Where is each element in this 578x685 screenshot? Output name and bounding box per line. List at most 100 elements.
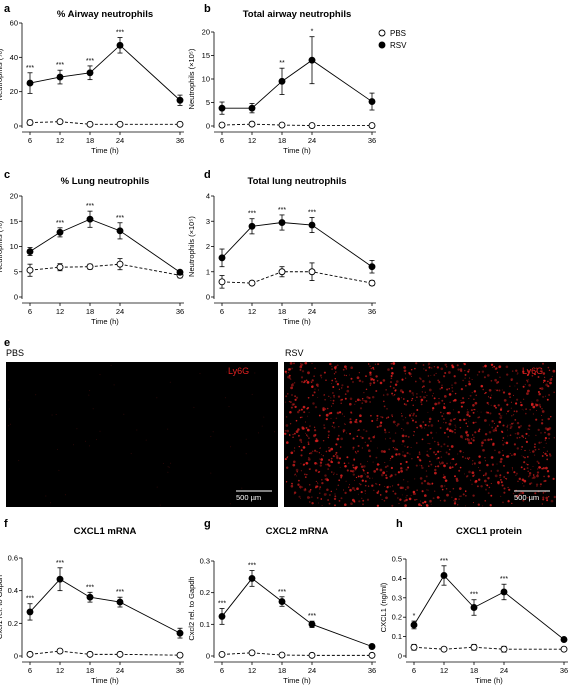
data-point-pbs — [308, 651, 316, 659]
x-axis-label-a: Time (h) — [91, 146, 119, 155]
y-tick-label: 20 — [202, 28, 210, 37]
x-tick-label: 12 — [440, 666, 448, 675]
series-line-rsv — [29, 44, 181, 101]
x-tick-label: 36 — [368, 666, 376, 675]
x-tick-label: 24 — [116, 666, 124, 675]
chart-title-f: CXCL1 mRNA — [74, 526, 137, 537]
significance-stars: *** — [218, 601, 226, 608]
panel-letter-c: c — [4, 169, 10, 181]
chart-title-d: Total lung neutrophils — [247, 176, 346, 187]
x-tick-label: 18 — [470, 666, 478, 675]
data-point-rsv — [278, 77, 286, 85]
panel-letter-b: b — [204, 3, 211, 15]
data-point-pbs — [368, 651, 376, 659]
data-point-pbs — [368, 122, 376, 129]
x-axis-label-d: Time (h) — [283, 317, 311, 326]
x-axis-label-c: Time (h) — [91, 317, 119, 326]
data-point-rsv — [26, 248, 34, 256]
data-point-pbs — [116, 650, 124, 658]
x-tick-label: 18 — [278, 307, 286, 316]
x-tick-label: 18 — [86, 136, 94, 145]
y-axis-label-b: Neutrophils (×10⁵) — [187, 48, 196, 109]
y-tick-label: 0 — [14, 122, 18, 131]
data-point-pbs — [86, 263, 94, 271]
x-tick-label: 18 — [86, 666, 94, 675]
significance-stars: ** — [279, 60, 285, 67]
data-point-rsv — [176, 268, 184, 276]
data-point-rsv — [278, 219, 286, 226]
data-point-rsv — [56, 73, 64, 81]
chart-title-g: CXCL2 mRNA — [266, 526, 329, 537]
significance-stars: *** — [500, 576, 508, 583]
data-point-rsv — [560, 636, 568, 643]
y-tick-label: 20 — [10, 192, 18, 201]
data-point-rsv — [218, 612, 226, 620]
significance-stars: *** — [86, 58, 94, 65]
chart-title-h: CXCL1 protein — [456, 526, 522, 537]
y-tick-label: 0.4 — [392, 574, 402, 583]
data-point-rsv — [308, 56, 316, 64]
pbs-stain-label: Ly6G — [228, 366, 249, 376]
significance-stars: *** — [248, 211, 256, 218]
y-axis-label-d: Neutrophils (×10⁵) — [187, 216, 196, 277]
data-point-rsv — [218, 254, 226, 262]
y-axis-label-h: CXCL1 (ng/ml) — [379, 582, 388, 632]
series-line-pbs — [29, 263, 181, 276]
legend-label-rsv: RSV — [390, 41, 407, 50]
data-point-rsv — [26, 608, 34, 616]
y-tick-label: 15 — [202, 51, 210, 60]
series-line-pbs — [221, 271, 373, 284]
x-tick-label: 24 — [500, 666, 508, 675]
x-axis-label-g: Time (h) — [283, 676, 311, 685]
data-point-pbs — [218, 278, 226, 286]
y-tick-label: 5 — [14, 267, 18, 276]
y-tick-label: 3 — [206, 217, 210, 226]
series-line-rsv — [29, 578, 181, 634]
y-tick-label: 0.2 — [200, 588, 210, 597]
data-point-rsv — [176, 96, 184, 104]
data-point-pbs — [560, 645, 568, 653]
y-tick-label: 0 — [206, 652, 210, 661]
x-tick-label: 12 — [56, 136, 64, 145]
significance-stars: *** — [278, 207, 286, 214]
data-point-rsv — [26, 79, 34, 87]
y-tick-label: 10 — [202, 75, 210, 84]
data-point-rsv — [86, 69, 94, 77]
chart-g: g CXCL2 mRNA 0 0.1 0.2 0.3 6 12 18 24 36 Time (h) Cx… — [187, 518, 376, 685]
y-tick-label: 0.4 — [8, 586, 18, 595]
x-tick-label: 18 — [86, 307, 94, 316]
data-point-pbs — [470, 643, 478, 651]
series-line-rsv — [222, 59, 373, 109]
data-point-pbs — [248, 279, 256, 287]
y-tick-label: 4 — [206, 192, 210, 201]
data-point-pbs — [368, 279, 376, 287]
data-point-rsv — [248, 104, 256, 112]
y-tick-label: 60 — [10, 19, 18, 28]
pbs-image-label: PBS — [6, 348, 24, 358]
x-tick-label: 6 — [220, 136, 224, 145]
data-point-rsv — [500, 588, 508, 596]
data-point-rsv — [248, 574, 256, 582]
series-line-pbs — [29, 650, 181, 656]
x-tick-label: 24 — [308, 666, 316, 675]
y-tick-label: 0.1 — [200, 620, 210, 629]
panel-letter-h: h — [396, 518, 403, 530]
x-axis-label-h: Time (h) — [475, 676, 503, 685]
data-point-pbs — [176, 120, 184, 128]
x-tick-label: 24 — [116, 307, 124, 316]
significance-stars: *** — [470, 592, 478, 599]
x-tick-label: 6 — [28, 307, 32, 316]
y-tick-label: 10 — [10, 242, 18, 251]
data-point-pbs — [56, 118, 64, 126]
x-tick-label: 6 — [220, 666, 224, 675]
x-tick-label: 12 — [248, 666, 256, 675]
data-point-pbs — [218, 650, 226, 658]
data-point-pbs — [26, 119, 34, 127]
x-tick-label: 24 — [308, 307, 316, 316]
series-line-pbs — [221, 652, 372, 656]
significance-stars: *** — [440, 558, 448, 565]
data-point-pbs — [278, 651, 286, 659]
x-tick-label: 36 — [368, 307, 376, 316]
chart-a: a % Airway neutrophils 0 20 40 60 6 12 18 24 36 Tim… — [0, 3, 184, 155]
